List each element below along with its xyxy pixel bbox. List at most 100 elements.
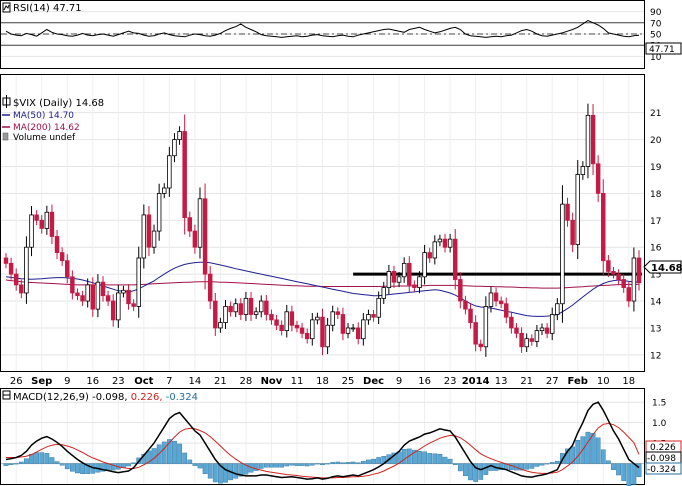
candle-body bbox=[539, 327, 545, 332]
candle-body bbox=[376, 297, 381, 318]
candle-body bbox=[65, 260, 70, 278]
candle-body bbox=[259, 300, 264, 313]
macd-histogram-bar bbox=[452, 463, 458, 466]
macd-histogram-bar bbox=[355, 462, 361, 464]
macd-histogram-bar bbox=[457, 463, 463, 472]
candle-body bbox=[422, 252, 427, 278]
macd-histogram-bar bbox=[75, 463, 80, 474]
x-axis-label: 21 bbox=[214, 376, 227, 387]
candle-body bbox=[162, 187, 167, 194]
candle-body bbox=[442, 238, 448, 248]
macd-legend-label: MACD(12,26,9) -0.098, 0.226, -0.324 bbox=[13, 392, 198, 403]
x-axis-label: 18 bbox=[316, 376, 329, 387]
macd-histogram-bar bbox=[39, 452, 45, 464]
candle-body bbox=[126, 289, 131, 305]
x-axis-label: 23 bbox=[112, 376, 125, 387]
macd-legend-hist-value: -0.324 bbox=[166, 392, 198, 403]
candle-body bbox=[585, 114, 591, 167]
macd-histogram-bar bbox=[463, 463, 468, 477]
ma200-legend-label: MA(200) 14.62 bbox=[13, 123, 80, 133]
macd-histogram-bar bbox=[110, 463, 116, 471]
macd-y-tick-label: 1.0 bbox=[652, 419, 667, 429]
macd-histogram-bar bbox=[8, 463, 14, 466]
macd-histogram-bar bbox=[478, 463, 484, 480]
x-axis-label: 16 bbox=[86, 376, 99, 387]
macd-histogram-bar bbox=[269, 463, 274, 468]
candle-body bbox=[355, 327, 361, 340]
candle-body bbox=[381, 287, 386, 299]
candle-body bbox=[95, 281, 101, 310]
candle-body bbox=[340, 314, 346, 334]
macd-histogram-bar bbox=[391, 452, 397, 464]
rsi-y-tick-label: 90 bbox=[650, 8, 662, 18]
macd-histogram-bar bbox=[320, 463, 325, 466]
macd-histogram-bar bbox=[595, 437, 601, 464]
macd-histogram-bar bbox=[59, 463, 65, 466]
ma50-legend-label: MA(50) 14.70 bbox=[13, 111, 74, 121]
candle-body bbox=[269, 314, 274, 321]
candle-body bbox=[631, 257, 637, 302]
candle-body bbox=[253, 311, 259, 315]
macd-histogram-bar bbox=[146, 450, 152, 464]
candle-body bbox=[345, 327, 351, 334]
macd-histogram-bar bbox=[172, 440, 177, 464]
candle-body bbox=[330, 311, 335, 326]
macd-histogram-bar bbox=[606, 460, 611, 464]
candle-body bbox=[19, 284, 24, 294]
candle-body bbox=[310, 319, 315, 340]
macd-histogram-bar bbox=[335, 461, 341, 464]
macd-histogram-bar bbox=[13, 463, 19, 465]
macd-histogram-bar bbox=[468, 463, 473, 481]
macd-histogram-bar bbox=[519, 463, 524, 471]
candle-body bbox=[504, 303, 509, 318]
macd-histogram-bar bbox=[616, 463, 621, 476]
rsi-line bbox=[5, 20, 640, 38]
candle-body bbox=[100, 281, 106, 297]
macd-histogram-bar bbox=[253, 463, 259, 471]
rsi-legend-swatch-line bbox=[3, 4, 10, 11]
macd-signal-badge-label: 0.226 bbox=[650, 443, 676, 453]
x-axis-label: 18 bbox=[622, 376, 635, 387]
macd-histogram-bar bbox=[54, 461, 60, 464]
x-axis-label: 16 bbox=[418, 376, 431, 387]
x-axis-label: Feb bbox=[568, 376, 588, 387]
price-y-axis-ticks: 12 13 14 15 16 17 18 19 20 21 bbox=[650, 109, 662, 361]
price-last-value-box bbox=[643, 260, 682, 274]
macd-histogram-bar bbox=[345, 462, 351, 464]
macd-histogram-bar bbox=[626, 463, 632, 486]
candle-body bbox=[228, 306, 233, 313]
macd-histogram-bar bbox=[29, 453, 34, 464]
candle-body bbox=[555, 303, 560, 315]
candle-body bbox=[570, 219, 575, 245]
candle-body bbox=[407, 262, 412, 286]
macd-histogram-bar bbox=[600, 449, 606, 464]
macd-histogram-bar bbox=[417, 451, 422, 464]
macd-histogram-bar bbox=[44, 453, 50, 464]
macd-histogram-bar bbox=[534, 463, 540, 467]
candle-body bbox=[565, 203, 570, 221]
macd-histogram-bar bbox=[187, 459, 193, 464]
candle-body bbox=[54, 236, 60, 253]
candle-body bbox=[233, 303, 238, 313]
candle-body bbox=[626, 287, 632, 302]
macd-histogram-bar bbox=[166, 439, 172, 464]
price-y-tick-label: 18 bbox=[650, 190, 662, 200]
candle-body bbox=[621, 279, 626, 288]
x-axis-label: 27 bbox=[546, 376, 559, 387]
macd-histogram-bar bbox=[340, 462, 346, 464]
macd-histogram-bar bbox=[366, 459, 371, 464]
candle-body bbox=[136, 257, 141, 307]
candle-body bbox=[386, 271, 392, 288]
macd-histogram-bar bbox=[447, 458, 453, 464]
macd-histogram-bar bbox=[192, 463, 198, 466]
candle-body bbox=[361, 319, 366, 340]
macd-signal-line bbox=[6, 422, 640, 479]
candle-body bbox=[146, 214, 152, 248]
macd-histogram-bar bbox=[274, 463, 279, 468]
candle-body bbox=[601, 192, 606, 262]
macd-histogram-bar bbox=[437, 453, 443, 464]
macd-histogram-bar bbox=[126, 463, 131, 467]
macd-last-value-badges: 0.226 -0.098 -0.324 bbox=[645, 440, 682, 475]
candle-body bbox=[29, 214, 34, 248]
candle-body bbox=[636, 257, 642, 284]
